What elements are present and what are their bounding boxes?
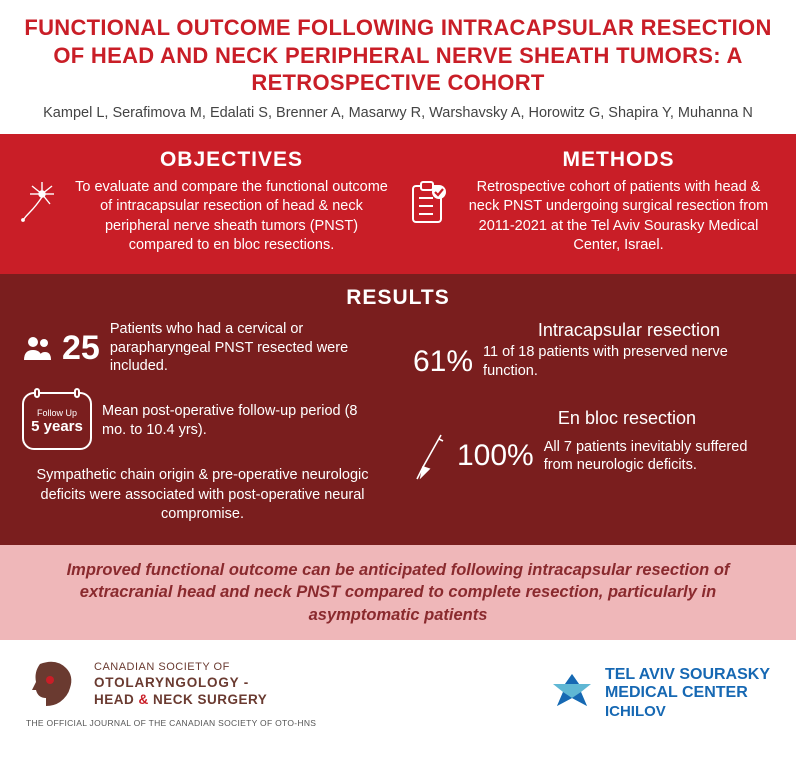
calendar-icon: Follow Up 5 years [22, 392, 92, 450]
results-section: RESULTS 25 Pa [0, 274, 796, 545]
header: FUNCTIONAL OUTCOME FOLLOWING INTRACAPSUL… [0, 0, 796, 134]
followup-label: Follow Up [37, 408, 77, 418]
enbloc-text: All 7 patients inevitably suffered from … [544, 438, 774, 476]
intracapsular-text: 11 of 18 patients with preserved nerve f… [483, 343, 774, 381]
objectives-column: OBJECTIVES To evaluate and compare the f… [20, 148, 389, 256]
telaviv-line2: MEDICAL CENTER [605, 684, 770, 702]
methods-body: Retrospective cohort of patients with he… [461, 178, 776, 256]
followup-text: Mean post-operative follow-up period (8 … [102, 402, 383, 440]
logos-row: CANADIAN SOCIETY OF OTOLARYNGOLOGY - HEA… [0, 640, 796, 750]
csohns-subtitle: THE OFFICIAL JOURNAL OF THE CANADIAN SOC… [26, 718, 316, 728]
people-icon [22, 334, 52, 362]
patients-stat: 25 Patients who had a cervical or paraph… [22, 320, 383, 377]
head-profile-icon [26, 658, 82, 712]
intracapsular-pct: 61% [413, 345, 473, 379]
objectives-heading: OBJECTIVES [74, 148, 389, 172]
objectives-body: To evaluate and compare the functional o… [74, 178, 389, 256]
scalpel-icon [413, 431, 447, 481]
results-left-column: 25 Patients who had a cervical or paraph… [22, 320, 383, 525]
telaviv-logo: TEL AVIV SOURASKY MEDICAL CENTER ICHILOV [549, 666, 770, 720]
csohns-line3b: NECK SURGERY [153, 692, 267, 707]
csohns-line3a: HEAD [94, 692, 134, 707]
csohns-logo: CANADIAN SOCIETY OF OTOLARYNGOLOGY - HEA… [26, 658, 316, 712]
followup-years: 5 years [31, 418, 83, 435]
followup-stat: Follow Up 5 years Mean post-operative fo… [22, 392, 383, 450]
intracapsular-heading: Intracapsular resection [413, 320, 774, 341]
csohns-line2: OTOLARYNGOLOGY - [94, 675, 267, 692]
checklist-icon [407, 148, 451, 256]
enbloc-heading: En bloc resection [413, 408, 774, 429]
results-right-column: Intracapsular resection 61% 11 of 18 pat… [413, 320, 774, 525]
star-icon [549, 670, 595, 716]
telaviv-line3: ICHILOV [605, 703, 770, 720]
patients-count: 25 [62, 331, 100, 365]
csohns-amp: & [139, 692, 149, 707]
patients-text: Patients who had a cervical or paraphary… [110, 320, 383, 377]
objectives-methods-row: OBJECTIVES To evaluate and compare the f… [0, 134, 796, 274]
enbloc-pct: 100% [457, 439, 534, 473]
title: FUNCTIONAL OUTCOME FOLLOWING INTRACAPSUL… [20, 14, 776, 97]
methods-heading: METHODS [461, 148, 776, 172]
results-heading: RESULTS [22, 286, 774, 310]
telaviv-line1: TEL AVIV SOURASKY [605, 666, 770, 684]
conclusion: Improved functional outcome can be antic… [0, 545, 796, 640]
authors: Kampel L, Serafimova M, Edalati S, Brenn… [20, 103, 776, 124]
methods-column: METHODS Retrospective cohort of patients… [407, 148, 776, 256]
neuron-icon [20, 148, 64, 256]
results-note: Sympathetic chain origin & pre-operative… [22, 466, 383, 525]
csohns-line1: CANADIAN SOCIETY OF [94, 661, 267, 675]
